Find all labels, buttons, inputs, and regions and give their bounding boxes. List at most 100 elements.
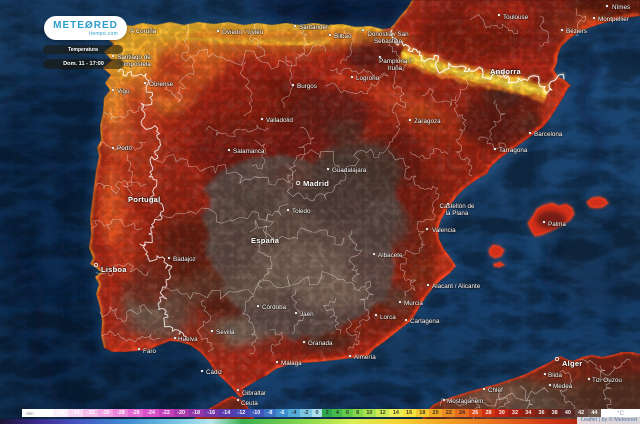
city-label: Mostaganem xyxy=(447,398,483,405)
city-marker-dot xyxy=(587,377,591,381)
legend-cell: 38 xyxy=(548,409,562,417)
city-marker-dot xyxy=(446,202,450,206)
legend-cell: -30 xyxy=(98,409,114,417)
border-line xyxy=(348,229,363,283)
legend-cell: 40 xyxy=(561,409,575,417)
city-label: Donostia / San Sebastián xyxy=(367,31,409,45)
city-label: Valencia xyxy=(432,227,456,234)
city-marker-dot xyxy=(374,313,378,317)
border-line xyxy=(117,68,187,341)
city-label: Salamanca xyxy=(233,148,265,155)
border-line xyxy=(297,24,309,57)
legend-cell: -8 xyxy=(263,409,276,417)
city-marker-dot xyxy=(372,252,376,256)
city-marker-dot xyxy=(111,88,115,92)
city-label: Badajoz xyxy=(173,256,196,263)
legend-cell: -38 xyxy=(38,409,54,417)
city-marker-dot xyxy=(528,131,532,135)
legend-cell: 14 xyxy=(389,409,403,417)
legend-cell: 10 xyxy=(362,409,377,417)
border-line xyxy=(205,124,269,137)
city-label: Toulouse xyxy=(503,14,529,21)
city-label: Portugal xyxy=(128,195,160,204)
city-marker-dot xyxy=(378,55,382,59)
border-line xyxy=(421,88,457,107)
city-marker-dot xyxy=(543,372,547,376)
layer-badge[interactable]: Temperatura xyxy=(43,45,123,54)
city-label: Jaén xyxy=(300,311,314,318)
legend-cell: 4 xyxy=(332,409,343,417)
border-line xyxy=(387,149,440,199)
border-line xyxy=(323,297,341,335)
border-line xyxy=(579,358,631,376)
city-marker-dot xyxy=(111,54,115,58)
border-line xyxy=(354,280,374,339)
legend-cell: 0 xyxy=(311,409,323,417)
legend-cell: -26 xyxy=(128,409,144,417)
legend-cell: -4 xyxy=(287,409,300,417)
city-marker-dot xyxy=(260,117,264,121)
city-label: Lorca xyxy=(380,314,396,321)
city-label: Tizi Ouzou xyxy=(592,377,622,384)
border-line xyxy=(454,79,473,177)
legend-cell: 30 xyxy=(495,409,509,417)
border-line xyxy=(242,295,259,355)
city-marker-dot xyxy=(542,220,546,224)
city-label: Alacant / Alicante xyxy=(432,283,481,290)
region-borders-layer xyxy=(91,7,631,423)
capital-marker-ring-outline xyxy=(554,356,560,362)
border-line xyxy=(385,93,406,151)
meteored-site-text: tiempo.com xyxy=(89,31,118,37)
border-line xyxy=(95,262,149,277)
city-label: Toledo xyxy=(292,208,311,215)
capital-marker-ring-outline xyxy=(295,180,301,186)
city-label: Tarragona xyxy=(499,147,528,154)
city-label: Logroño xyxy=(356,75,380,82)
city-marker-dot xyxy=(425,227,429,231)
legend-cell: 20 xyxy=(428,409,443,417)
capital-marker-ring-outline xyxy=(93,262,99,268)
city-label: Oviedo / Uviéu xyxy=(222,29,264,36)
legend-cell: -2 xyxy=(299,409,312,417)
capital-marker-ring xyxy=(93,262,99,268)
city-marker-dot xyxy=(293,24,297,28)
city-label: Montpellier xyxy=(598,16,629,23)
legend-cell: 28 xyxy=(481,409,496,417)
city-marker-dot xyxy=(404,318,408,322)
city-marker-dot xyxy=(275,360,279,364)
city-label: Sevilla xyxy=(216,329,235,336)
border-line xyxy=(269,329,283,357)
border-line xyxy=(339,148,387,172)
legend-cell: 42 xyxy=(574,409,588,417)
city-label: Cádiz xyxy=(206,369,222,376)
city-label: Béziers xyxy=(566,28,587,35)
city-label: España xyxy=(251,236,280,245)
city-marker-dot xyxy=(426,283,430,287)
border-line xyxy=(189,44,327,70)
border-line xyxy=(286,149,347,202)
time-badge[interactable]: Dom. 11 - 17:00 xyxy=(43,59,124,69)
border-line xyxy=(177,23,195,103)
border-line xyxy=(91,218,143,231)
border-line xyxy=(345,317,360,351)
border-line xyxy=(469,14,519,34)
border-line xyxy=(251,139,267,170)
city-label: Bilbao xyxy=(334,33,352,40)
border-line xyxy=(559,370,576,415)
city-marker-dot xyxy=(398,300,402,304)
city-marker-dot xyxy=(350,75,354,79)
city-label: Burgos xyxy=(297,83,317,90)
city-marker-dot xyxy=(408,118,412,122)
city-label: Santiago de Compostela xyxy=(117,54,151,68)
temperature-legend[interactable]: Min -38 -36 -34 -32 -30 -28 -26 -24 -22 -20 -18 -16… xyxy=(22,409,640,417)
border-line xyxy=(489,99,506,141)
map-attribution[interactable]: Leaflet | by © Meteored xyxy=(576,417,640,424)
city-marker-dot xyxy=(361,28,365,32)
legend-cell: -18 xyxy=(188,409,204,417)
city-label: Málaga xyxy=(281,360,302,367)
legend-cell: -28 xyxy=(113,409,129,417)
legend-cell: 6 xyxy=(342,409,353,417)
city-label: Nîmes xyxy=(612,4,630,11)
meteored-logo[interactable]: METEORED tiempo.com xyxy=(44,16,127,40)
border-line xyxy=(390,29,565,94)
